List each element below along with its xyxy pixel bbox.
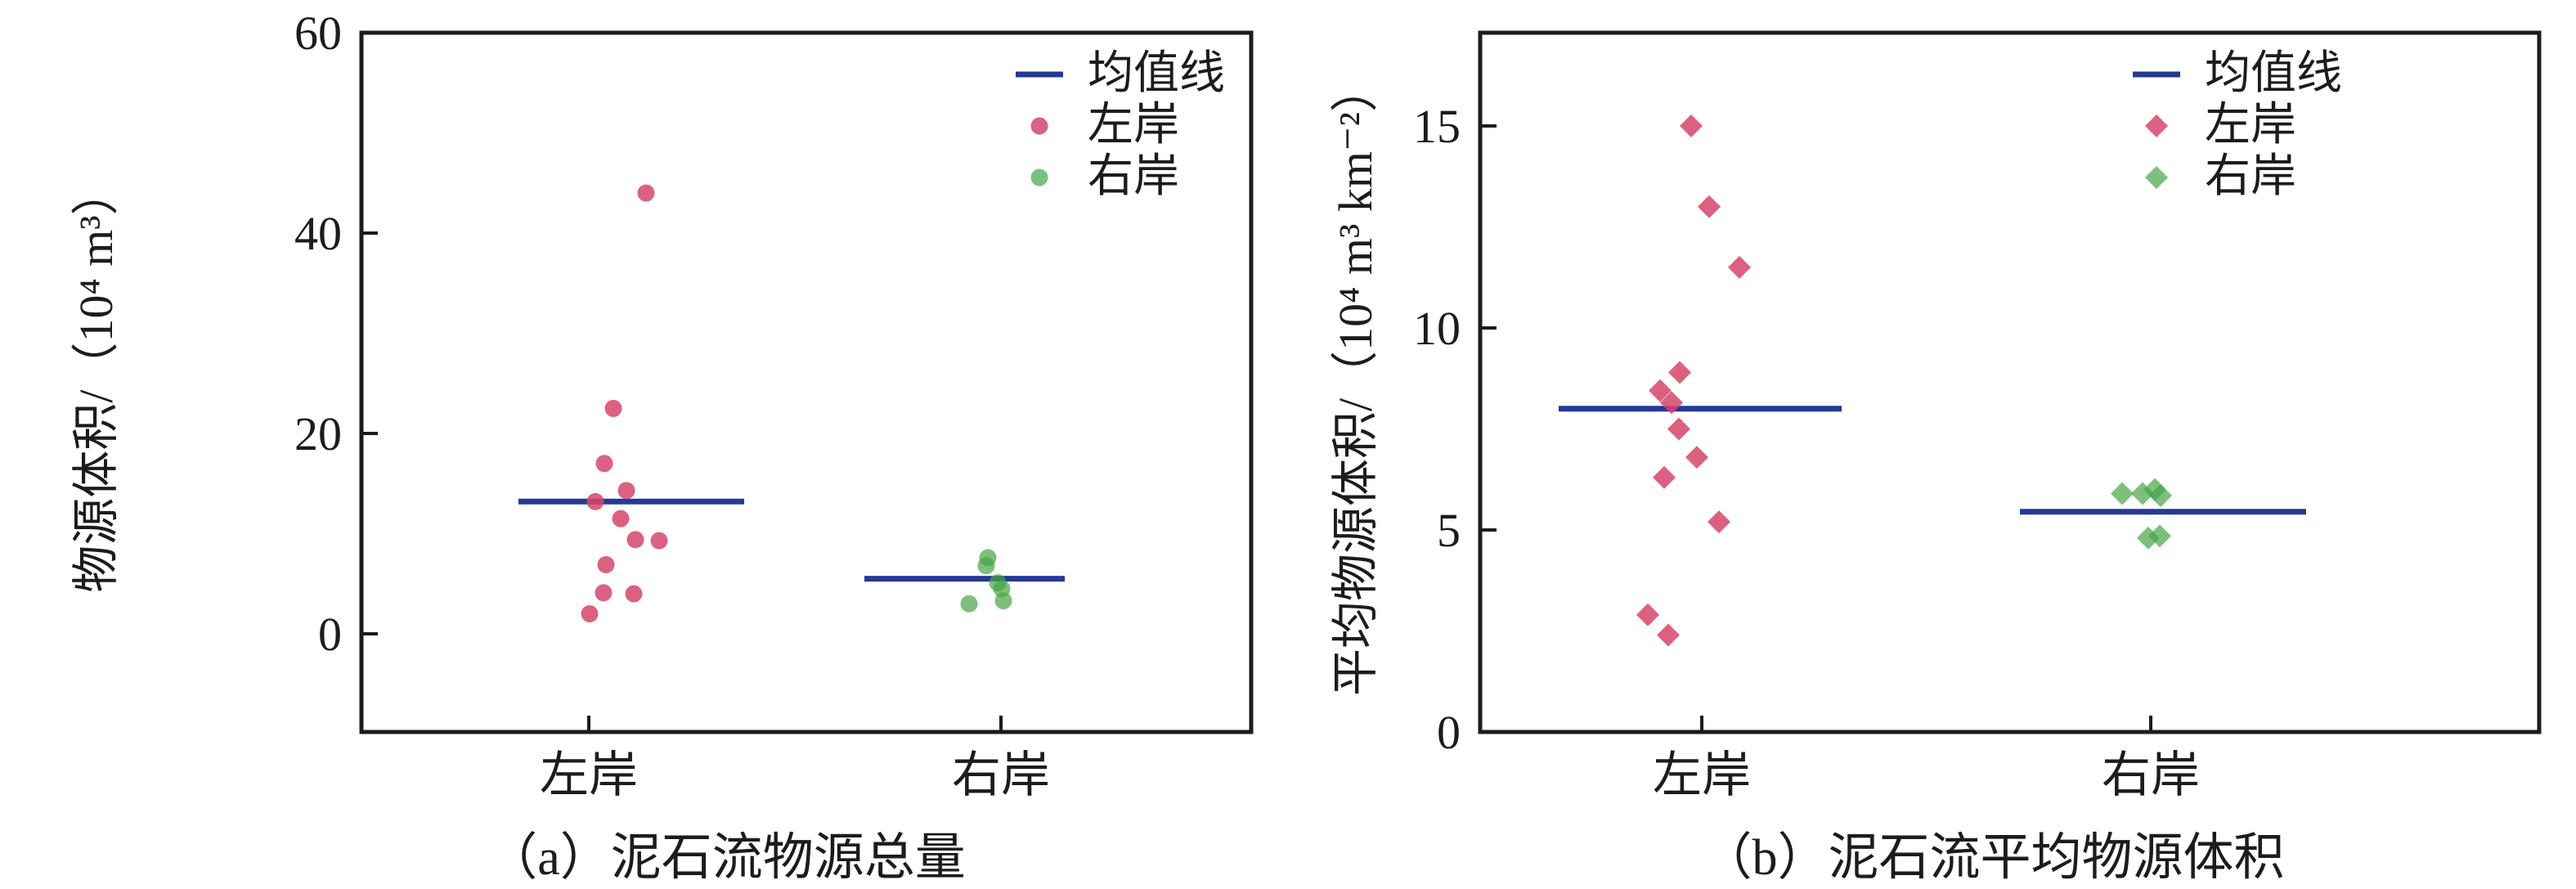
right-bank-diamond-icon [2133, 165, 2180, 190]
panel-b-legend: 均值线 左岸 右岸 [2133, 48, 2342, 203]
legend-right-bank-label: 右岸 [1088, 151, 1179, 202]
legend-row-left-bank: 左岸 [2133, 100, 2342, 151]
panel-b-point-left-bank-9 [1708, 510, 1730, 534]
panel-a-point-right-bank-1 [977, 557, 995, 575]
legend-left-bank-label: 左岸 [1088, 100, 1179, 150]
panel-b-point-left-bank-11 [1657, 623, 1680, 647]
panel-b-point-left-bank-6 [1667, 417, 1690, 441]
panel-a-point-left-bank-5 [612, 510, 630, 528]
panel-b-x-category-label-0: 左岸 [1653, 748, 1751, 802]
panel-b-y-tick-label-0: 0 [1437, 706, 1461, 759]
panel-b-point-left-bank-3 [1668, 361, 1691, 384]
panel-a-point-left-bank-8 [597, 555, 615, 573]
legend-mean-label: 均值线 [2205, 48, 2342, 99]
panel-b-point-left-bank-10 [1636, 603, 1659, 626]
panel-b-point-right-bank-0 [2111, 482, 2134, 505]
legend-row-left-bank: 左岸 [1016, 100, 1225, 151]
legend-mean-label: 均值线 [1088, 48, 1225, 99]
panel-a-point-left-bank-2 [595, 455, 613, 473]
panel-b-point-left-bank-7 [1685, 446, 1708, 469]
panel-a-point-left-bank-0 [637, 184, 655, 202]
panel-a-point-right-bank-5 [960, 595, 978, 613]
panel-b-point-left-bank-8 [1653, 465, 1676, 489]
panel-a-point-left-bank-9 [595, 584, 613, 602]
panel-a-point-left-bank-10 [625, 585, 643, 603]
legend-left-bank-label: 左岸 [2205, 100, 2296, 150]
mean-line-icon [2133, 62, 2180, 87]
panel-a-y-tick-label-40: 40 [294, 207, 342, 260]
panel-b-point-right-bank-5 [2148, 524, 2171, 548]
panel-a-y-axis-label: 物源体积/（10⁴ m³） [70, 168, 123, 593]
panel-a-y-tick-label-60: 60 [294, 7, 342, 60]
legend-right-bank-label: 右岸 [2205, 151, 2296, 202]
panel-b-y-tick-label-5: 5 [1437, 504, 1461, 557]
panel-a-caption: （a）泥石流物源总量 [487, 830, 966, 886]
panel-a-point-left-bank-4 [586, 492, 604, 510]
right-bank-circle-icon [1016, 165, 1063, 190]
panel-a-point-left-bank-6 [626, 531, 644, 549]
panel-b-x-category-label-1: 右岸 [2102, 748, 2200, 802]
panel-b-point-left-bank-0 [1680, 114, 1703, 137]
panel-b-axes-box [1478, 30, 2542, 734]
legend-row-right-bank: 右岸 [2133, 151, 2342, 203]
panel-b-point-left-bank-1 [1698, 195, 1721, 218]
mean-line-icon [1016, 62, 1063, 87]
panel-b-y-tick-label-15: 15 [1413, 100, 1461, 153]
panel-a-x-category-label-0: 左岸 [540, 748, 638, 802]
panel-a-y-tick-label-0: 0 [318, 608, 342, 661]
left-bank-circle-icon [1016, 114, 1063, 138]
panel-b-point-left-bank-2 [1728, 255, 1751, 279]
panel-a-point-left-bank-11 [581, 605, 599, 622]
panel-a-point-left-bank-1 [604, 399, 622, 417]
panel-b-point-right-bank-3 [2149, 484, 2172, 508]
panel-b-y-axis-label: 平均物源体积/（10⁴ m³ km⁻²） [1329, 65, 1382, 696]
left-bank-diamond-icon [2133, 114, 2180, 138]
panel-b-point-left-bank-5 [1660, 391, 1683, 415]
panel-b-caption: （b）泥石流平均物源体积 [1701, 830, 2285, 886]
panel-b-point-left-bank-4 [1649, 379, 1672, 402]
legend-row-mean: 均值线 [1016, 48, 1225, 100]
panel-a-point-left-bank-7 [650, 532, 668, 550]
panel-a-point-left-bank-3 [617, 482, 635, 500]
legend-row-right-bank: 右岸 [1016, 151, 1225, 203]
legend-row-mean: 均值线 [2133, 48, 2342, 100]
panel-a-legend: 均值线 左岸 右岸 [1016, 48, 1225, 203]
panel-a-axes-box [359, 30, 1254, 734]
panel-b-y-tick-label-10: 10 [1413, 302, 1461, 355]
panel-a-y-tick-label-20: 20 [294, 407, 342, 460]
panel-a-x-category-label-1: 右岸 [952, 748, 1050, 802]
panel-a-point-right-bank-4 [994, 592, 1012, 610]
